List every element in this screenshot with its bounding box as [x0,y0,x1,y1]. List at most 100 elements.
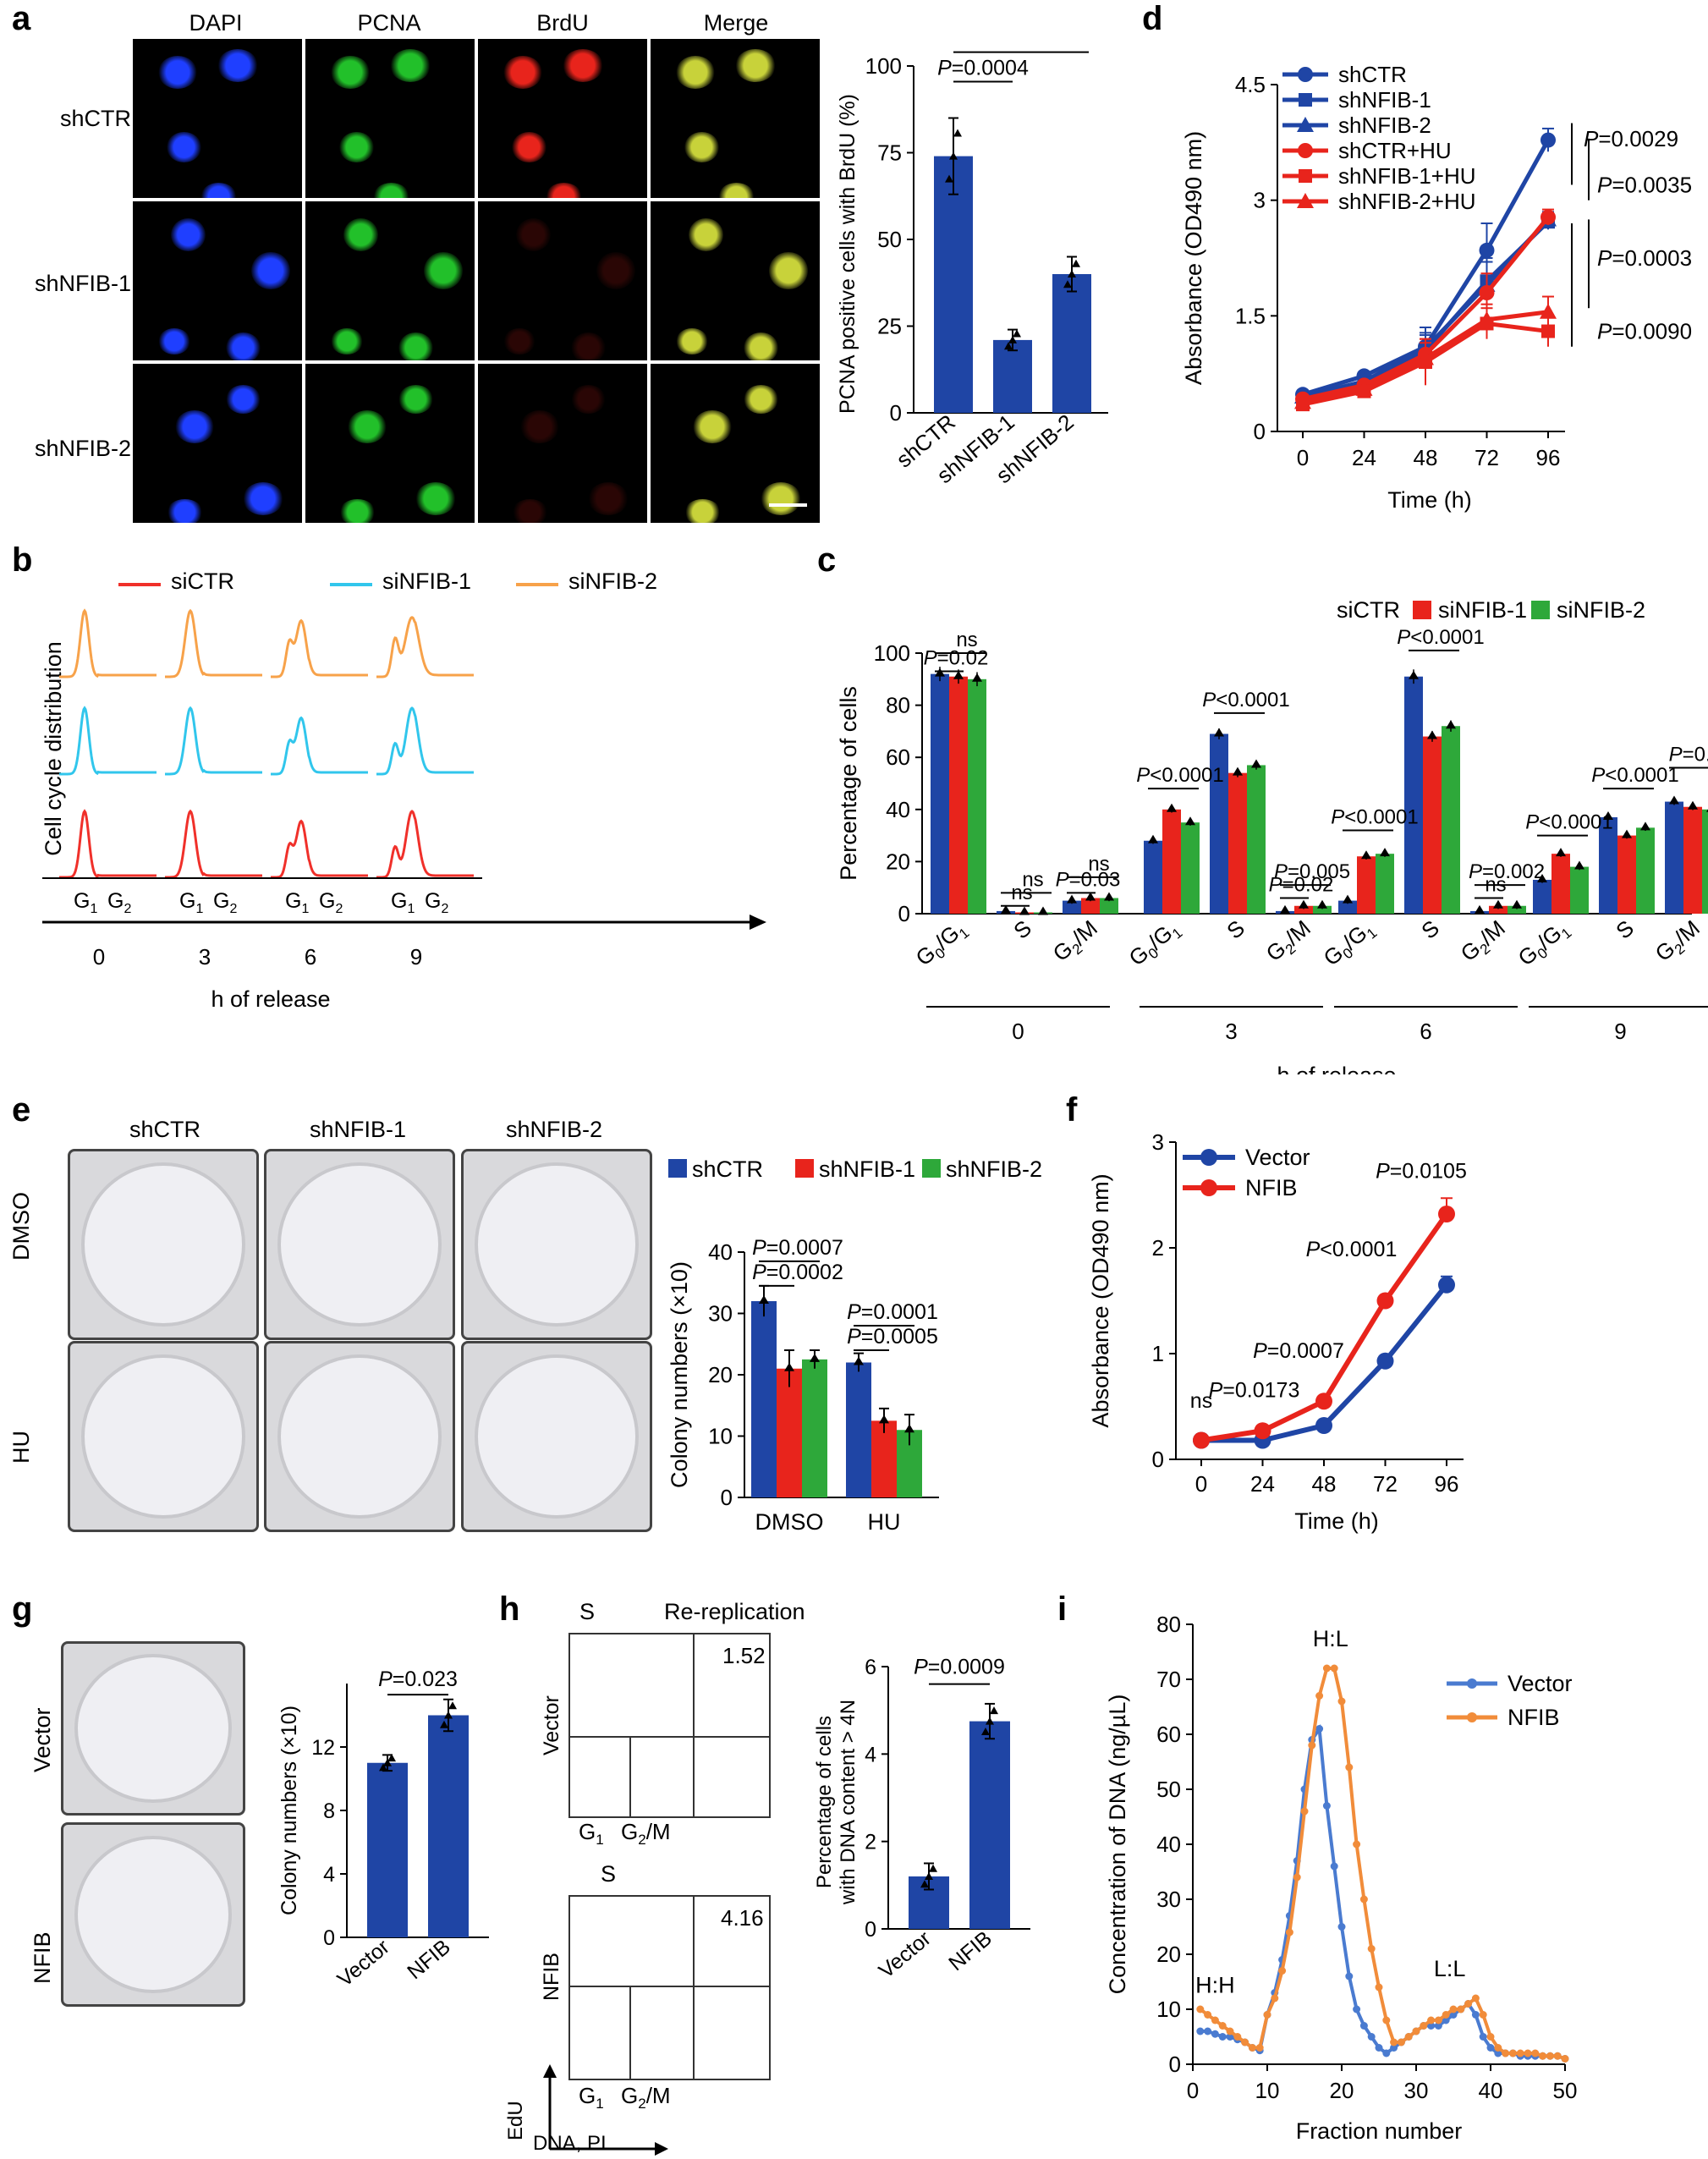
y-tick-label: 75 [877,140,902,166]
sig-label-value: <0.0001 [1150,764,1223,787]
legend-marker [1299,169,1312,183]
x-tick-label: 50 [1553,2078,1578,2103]
data-point [1376,1352,1394,1370]
panel-c-label: c [817,541,837,579]
sig-label-italic: P [1397,626,1410,649]
g1-main: G [179,889,195,913]
data-point [1479,2033,1487,2041]
g1-sub: 1 [596,2096,604,2112]
nucleus [769,252,808,290]
data-point [1471,1994,1480,2002]
annotation-hh: H:H [1195,1973,1235,1998]
channel-label-pcna: PCNA [357,10,421,36]
data-point [1486,2044,1495,2052]
data-point [1375,1983,1383,1991]
histogram-sictr-t6 [271,819,368,879]
sig-label: ns [1011,882,1032,904]
sig-label: P=0.03 [1056,868,1121,891]
x-tick-label: 96 [1435,1471,1459,1497]
data-point [972,673,982,682]
phase-label-g0-g1: G0/G1 [1319,915,1381,974]
legend-label-sinfib2: siNFIB-2 [568,569,658,594]
data-point [383,1758,392,1766]
bar-sinfib-2-3h [1247,765,1266,914]
sig-label-value: =0.0173 [1222,1378,1299,1402]
data-point [1531,2049,1540,2057]
row-label-nfib: NFIB [540,1953,563,2001]
legend-swatch-sictr [118,583,161,586]
phase-label-g0-g1: G0/G1 [911,915,973,974]
histogram-sinfib-2-t3 [165,608,262,678]
data-point [1508,2049,1517,2057]
sig-label-italic: P [1056,868,1069,891]
sig-label: P=0.0002 [752,1261,843,1284]
gate-line-h [570,1986,769,1987]
data-point [1300,1807,1309,1816]
legend-label-shnfib-1: shNFIB-1 [819,1156,915,1182]
data-point [1553,2052,1562,2060]
bar-sinfib-2-3h [1313,905,1332,914]
bar-sictr-9h [1665,801,1683,914]
y-axis-label: Colony numbers (×10) [277,1706,301,1915]
data-point [1516,2049,1524,2057]
row-label-shnfib2: shNFIB-2 [34,436,131,461]
data-point [1427,2016,1436,2024]
sig-label: P=0.02 [1669,744,1708,766]
g2m-main: G [621,1819,639,1844]
panel-b-label: b [12,541,33,579]
sig-label-value: =0.0005 [861,1325,938,1349]
data-point [1390,2038,1398,2046]
nucleus [676,328,709,355]
nucleus [158,328,191,355]
data-point [1322,1802,1331,1810]
data-point [1063,280,1072,288]
micrograph-shctr-dapi [133,39,302,198]
sig-label-value: <0.0001 [1320,1238,1397,1261]
sig-label: P=0.023 [378,1667,458,1691]
gate-rerep-label: Re-replication [664,1599,805,1624]
nucleus [689,218,723,251]
bar-sictr-3h [1144,840,1162,914]
panel-c-bar-chart: siCTR siNFIB-1 siNFIB-2020406080100Percent… [836,597,1708,1074]
g1-main: G [579,1819,596,1844]
sig-label-italic: P [1469,860,1482,883]
bar-shnfib-2-dmso [802,1359,827,1497]
histogram-sinfib-1-t6 [271,716,368,776]
nucleus [596,252,635,290]
time-label-6: 6 [305,944,316,970]
sig-label-value: =0.023 [393,1667,458,1691]
phase-label-g2-m: G2/M [1261,915,1318,970]
bar-sinfib-2-9h [1570,866,1589,914]
data-point [1546,2052,1554,2060]
legend-swatch-sinfib1 [330,583,372,586]
data-point [1337,1923,1346,1931]
phase-main: S [1416,915,1444,944]
bar-sictr-6h [1338,900,1357,914]
data-point [1361,850,1371,860]
data-point [1397,2038,1405,2046]
nucleus [684,499,722,523]
data-point [953,670,964,679]
sig-label: P=0.0009 [914,1656,1005,1679]
bar-sinfib-2-3h [1181,822,1200,914]
nucleus [398,385,433,414]
sig-label-value: ns [1022,868,1043,891]
sig-label-value: =0.03 [1069,868,1121,891]
sig-label: P<0.0001 [1136,764,1223,787]
data-point [1104,892,1114,901]
micrograph-shnfib-2-pcna [305,364,475,523]
x-tick-label-nfib: NFIB [403,1935,455,1984]
legend-label: shCTR+HU [1338,138,1452,163]
nucleus [546,183,583,198]
y-tick-label: 0 [721,1485,733,1510]
sig-label-italic: P [847,1325,861,1349]
sig-label-italic: P [378,1667,393,1691]
data-point [1072,259,1080,267]
bar-sinfib-2-0h [968,678,986,914]
data-point [953,129,962,137]
g2m-sub: 2 [638,2096,646,2112]
data-point [1537,873,1547,882]
g2-label: G2 [319,889,343,916]
y-tick-label: 0 [1169,2052,1181,2077]
